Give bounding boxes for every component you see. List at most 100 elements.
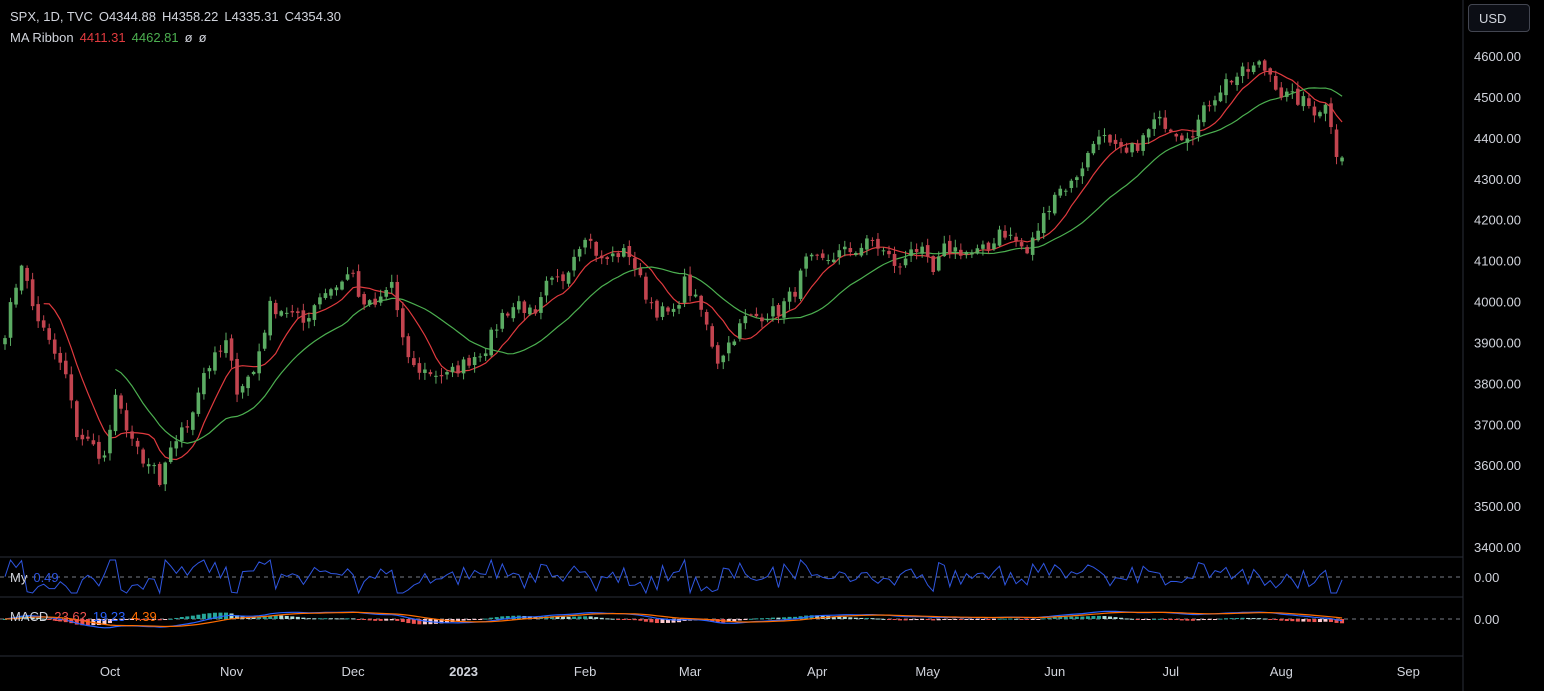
macd-histogram-bar	[594, 617, 599, 619]
candle-body	[776, 304, 781, 316]
candle-body	[599, 255, 604, 259]
candle-body	[25, 267, 29, 281]
macd-histogram-bar	[1262, 618, 1267, 620]
macd-histogram-bar	[1257, 618, 1262, 620]
candle-body	[964, 252, 969, 255]
candle	[406, 333, 411, 364]
candle-body	[511, 307, 516, 319]
macd-histogram-bar	[411, 619, 416, 624]
candle-body	[439, 375, 444, 377]
candle	[340, 280, 344, 291]
ma-ribbon-label[interactable]: MA Ribbon	[10, 30, 74, 45]
candle	[959, 243, 963, 260]
macd-histogram-bar	[174, 617, 179, 619]
macd-label[interactable]: MACD	[10, 609, 49, 624]
candle	[168, 441, 173, 464]
candle	[627, 240, 632, 266]
candle-body	[693, 294, 698, 297]
candle-body	[1323, 104, 1328, 114]
candle	[1157, 110, 1162, 126]
candle-body	[235, 358, 239, 395]
macd-histogram-bar	[1019, 619, 1024, 620]
candle	[1218, 85, 1223, 103]
macd-histogram-bar	[616, 619, 621, 620]
macd-histogram-bar	[19, 615, 24, 619]
macd-histogram-bar	[577, 616, 582, 619]
candle-body	[566, 272, 571, 284]
candle	[1014, 232, 1018, 247]
candle	[8, 297, 13, 346]
candle-body	[793, 291, 797, 297]
time-axis[interactable]: Oct Nov Dec 2023 Feb Mar Apr May Jun Jul Aug Sep	[100, 664, 1420, 679]
symbol-label[interactable]: SPX, 1D, TVC	[10, 9, 93, 24]
macd-histogram-bar	[494, 617, 499, 619]
macd-histogram-bar	[306, 618, 311, 620]
macd-histogram-bar	[406, 619, 411, 624]
candle	[102, 450, 107, 462]
macd-histogram-bar	[107, 619, 112, 624]
candles	[3, 59, 1344, 492]
macd-histogram-bar	[356, 619, 361, 620]
ma-ribbon-legend: MA Ribbon 4411.31 4462.81 ø ø	[10, 30, 213, 46]
macd-histogram-bar	[1174, 619, 1179, 621]
macd-histogram-bar	[1074, 616, 1079, 619]
macd-legend: MACD 23.62 19.23 4.39	[10, 609, 163, 625]
candle	[914, 243, 919, 260]
candle-body	[892, 253, 897, 266]
candle-body	[14, 287, 18, 305]
candle	[1290, 83, 1295, 99]
candle	[566, 270, 571, 287]
candle	[202, 367, 206, 400]
candle-body	[754, 313, 759, 317]
candle-body	[539, 297, 543, 313]
my-label[interactable]: My	[10, 570, 28, 585]
currency-button[interactable]: USD	[1468, 4, 1530, 32]
macd-histogram-bar	[1063, 616, 1068, 619]
macd-histogram-bar	[113, 619, 118, 621]
candle	[1102, 128, 1107, 143]
candle	[1041, 206, 1046, 239]
candle	[36, 296, 40, 328]
macd-histogram-bar	[1329, 619, 1333, 623]
candle	[47, 323, 51, 345]
candle-body	[1312, 106, 1317, 116]
macd-histogram-bar	[980, 619, 985, 620]
candle-body	[1119, 142, 1123, 147]
macd-histogram-bar	[395, 619, 400, 621]
candle	[997, 225, 1002, 247]
price-axis[interactable]: 4600.00 4500.00 4400.00 4300.00 4200.00 4100.…	[1474, 49, 1521, 627]
candle	[1180, 133, 1184, 142]
candle-body	[1146, 129, 1151, 138]
candle-body	[738, 323, 742, 339]
candle-body	[854, 252, 858, 255]
candle-body	[356, 271, 361, 297]
candle-body	[1025, 247, 1029, 254]
candle	[854, 251, 858, 257]
candle	[693, 289, 698, 298]
macd-histogram-bar	[1218, 618, 1223, 620]
price-tick-label: 3600.00	[1474, 458, 1521, 473]
candle-body	[1329, 103, 1333, 128]
candle	[1329, 97, 1333, 135]
macd-histogram-bar	[1246, 617, 1251, 619]
candle-body	[494, 329, 499, 331]
candle-body	[461, 359, 466, 374]
macd-histogram-bar	[947, 619, 952, 620]
macd-histogram-bar	[212, 612, 217, 619]
macd-histogram-bar	[666, 619, 670, 623]
candle	[423, 362, 427, 380]
candle-body	[1091, 143, 1096, 154]
candle-body	[517, 301, 521, 310]
my-axis-label: 0.00	[1474, 570, 1499, 585]
close-value: C4354.30	[284, 9, 341, 24]
candle	[141, 447, 145, 468]
candle-body	[815, 254, 819, 256]
macd-histogram-bar	[218, 612, 223, 619]
candle	[616, 250, 621, 263]
candle-body	[1124, 147, 1129, 153]
candle	[52, 333, 57, 360]
macd-histogram-bar	[257, 617, 262, 619]
candle-body	[3, 338, 7, 345]
macd-histogram-bar	[384, 619, 389, 621]
